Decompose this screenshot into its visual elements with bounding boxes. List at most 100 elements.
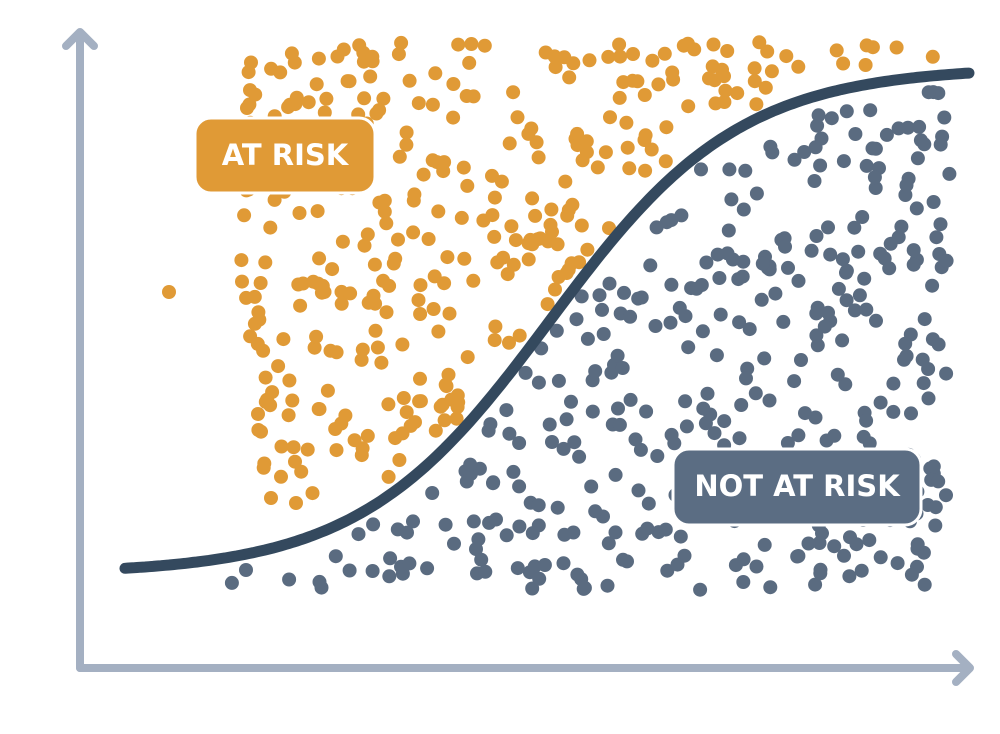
dot <box>271 359 286 374</box>
dot <box>679 419 694 434</box>
dot <box>856 429 871 444</box>
dot <box>804 243 819 258</box>
dot <box>548 60 563 75</box>
dot <box>925 278 940 293</box>
dot <box>736 575 751 589</box>
dot <box>821 220 835 235</box>
dot <box>718 83 733 98</box>
dot <box>487 229 502 244</box>
badge-label: AT RISK <box>222 138 350 172</box>
dot <box>328 549 343 564</box>
dot <box>425 97 440 112</box>
dot <box>735 269 750 284</box>
dot <box>391 47 406 62</box>
dot <box>532 571 547 586</box>
dot <box>282 373 297 388</box>
dot <box>426 302 441 316</box>
dot <box>848 127 863 141</box>
dot <box>502 136 517 151</box>
dot <box>342 563 357 578</box>
dot <box>377 204 392 219</box>
dot <box>437 413 452 428</box>
dot <box>709 348 724 363</box>
dot <box>274 439 289 454</box>
dot <box>574 289 589 304</box>
dot <box>420 561 435 576</box>
dot <box>400 525 414 540</box>
dot <box>289 496 303 510</box>
dot <box>763 139 778 154</box>
dot <box>413 278 428 293</box>
badge-box <box>193 116 377 195</box>
dot <box>399 137 414 152</box>
dot <box>601 536 616 551</box>
dot <box>839 263 854 278</box>
dot <box>827 539 842 554</box>
dot <box>648 319 663 333</box>
dot <box>512 519 527 534</box>
dot <box>285 393 300 408</box>
dot <box>580 331 595 346</box>
dot <box>235 274 249 289</box>
dot <box>365 49 380 64</box>
dot <box>365 564 380 578</box>
dot <box>670 557 685 572</box>
dot <box>162 285 176 299</box>
dot <box>791 428 806 443</box>
dot <box>659 120 674 135</box>
dot <box>808 410 823 425</box>
dot <box>572 449 587 464</box>
dot <box>562 70 577 85</box>
dot <box>926 195 941 209</box>
dot <box>811 108 826 123</box>
dot <box>411 293 426 308</box>
dot <box>521 252 536 267</box>
dot <box>658 522 673 537</box>
dot <box>644 142 659 157</box>
dot <box>696 401 711 416</box>
dot <box>518 365 533 380</box>
dot <box>641 496 656 511</box>
dot <box>889 40 904 55</box>
dot <box>831 281 846 296</box>
dot <box>377 193 392 208</box>
dot <box>334 296 349 311</box>
dot <box>791 549 806 563</box>
dot <box>431 324 446 339</box>
dot <box>787 374 802 389</box>
dot <box>317 105 332 120</box>
dot <box>916 376 931 391</box>
dot <box>531 498 546 513</box>
dot <box>347 433 362 448</box>
dot <box>623 309 638 324</box>
dot <box>839 293 854 308</box>
dot <box>570 567 585 582</box>
dot <box>600 578 615 593</box>
dot <box>939 366 954 381</box>
dot <box>638 128 653 143</box>
dot <box>406 225 421 240</box>
dot <box>263 220 278 235</box>
dot <box>739 371 753 386</box>
dot <box>525 237 540 252</box>
dot <box>859 158 874 173</box>
dot <box>899 178 914 193</box>
dot <box>730 86 745 101</box>
dot <box>569 312 584 327</box>
dot <box>544 202 559 217</box>
dot <box>672 300 687 315</box>
dot <box>286 440 301 455</box>
dot <box>340 74 355 89</box>
dot <box>474 552 489 567</box>
dot <box>863 103 878 118</box>
dot <box>525 526 540 541</box>
dot <box>693 582 708 597</box>
dot <box>879 127 894 142</box>
dot <box>620 554 634 569</box>
dot <box>264 61 279 76</box>
dot <box>289 90 304 105</box>
dot <box>873 550 888 565</box>
dot <box>531 375 546 390</box>
